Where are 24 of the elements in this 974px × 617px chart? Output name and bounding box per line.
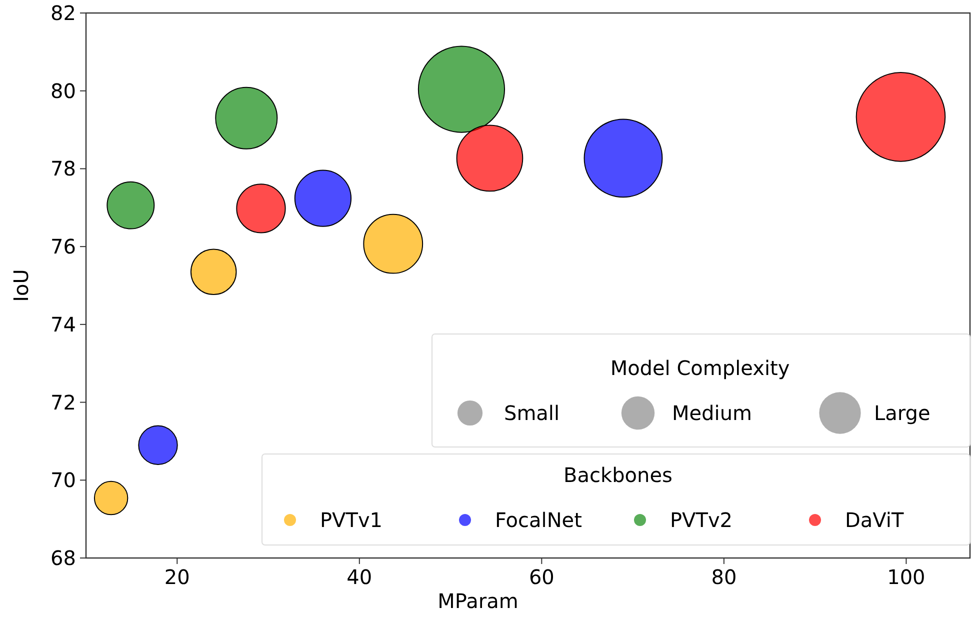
legend-label: PVTv1 [320,508,383,532]
y-tick-label: 72 [50,390,76,414]
y-tick-label: 80 [50,78,76,103]
x-tick-label: 80 [711,565,737,589]
x-tick-label: 100 [887,565,926,589]
legend-label: Medium [672,401,752,425]
y-tick-label: 74 [50,312,76,336]
y-tick-label: 68 [50,546,76,570]
y-tick-label: 78 [50,156,76,181]
x-axis-title: MParam [438,589,518,613]
x-tick-label: 20 [164,565,190,589]
y-tick-label: 76 [50,234,76,259]
legend-title: Backbones [564,463,672,487]
legend-label: Small [504,401,560,425]
legend-label: DaViT [845,508,904,532]
legend-label: Large [874,401,930,425]
x-tick-label: 60 [528,565,554,589]
y-axis-title: IoU [9,269,33,302]
y-tick-label: 70 [50,468,76,492]
legend-label: FocalNet [495,508,582,532]
y-tick-label: 82 [50,1,76,25]
legend-label: PVTv2 [670,508,733,532]
x-tick-label: 40 [346,565,372,589]
annotation: Model Complexity [610,356,790,380]
